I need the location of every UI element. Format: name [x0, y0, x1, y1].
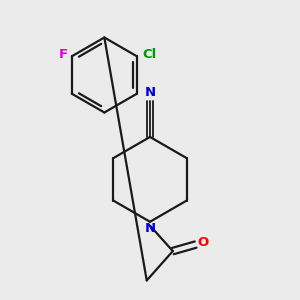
Text: F: F	[59, 48, 68, 61]
Text: N: N	[144, 86, 156, 99]
Text: Cl: Cl	[142, 48, 156, 61]
Text: N: N	[144, 222, 156, 236]
Text: O: O	[197, 236, 208, 249]
